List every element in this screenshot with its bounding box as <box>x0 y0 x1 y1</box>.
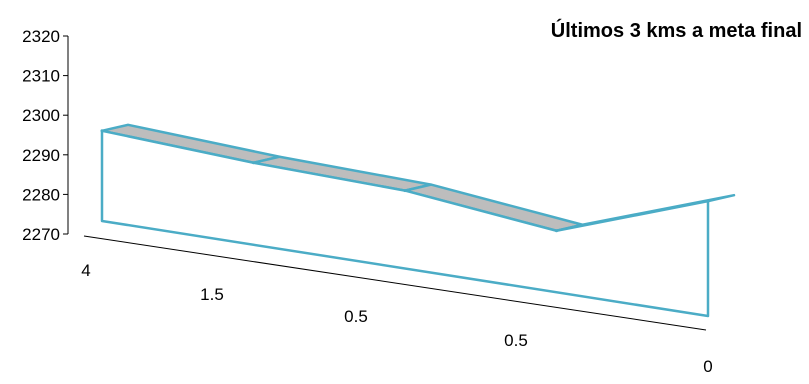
data-point <box>252 161 255 165</box>
elevation-area <box>100 123 736 318</box>
area-front-face <box>100 129 710 318</box>
y-tick-label: 2300 <box>22 106 60 125</box>
chart-title: Últimos 3 kms a meta final <box>551 18 802 42</box>
x-tick-label: 0 <box>703 357 712 376</box>
x-tick-label: 0.5 <box>504 331 528 350</box>
y-tick-label: 2290 <box>22 146 60 165</box>
y-tick-label: 2320 <box>22 27 60 46</box>
y-tick-label: 2280 <box>22 185 60 204</box>
data-point <box>555 229 558 233</box>
data-point <box>403 189 407 193</box>
data-point <box>100 129 104 133</box>
x-tick-label: 0.5 <box>344 307 368 326</box>
x-axis-line <box>83 235 707 331</box>
y-axis: 2270 2280 2290 2300 2310 2320 <box>22 27 69 244</box>
x-axis: 4 1.5 0.5 0.5 0 <box>81 235 713 376</box>
y-tick-label: 2310 <box>22 67 60 86</box>
y-tick-label: 2270 <box>22 225 60 244</box>
x-tick-label: 4 <box>81 261 90 280</box>
x-tick-label: 1.5 <box>200 285 224 304</box>
data-point <box>706 199 710 203</box>
